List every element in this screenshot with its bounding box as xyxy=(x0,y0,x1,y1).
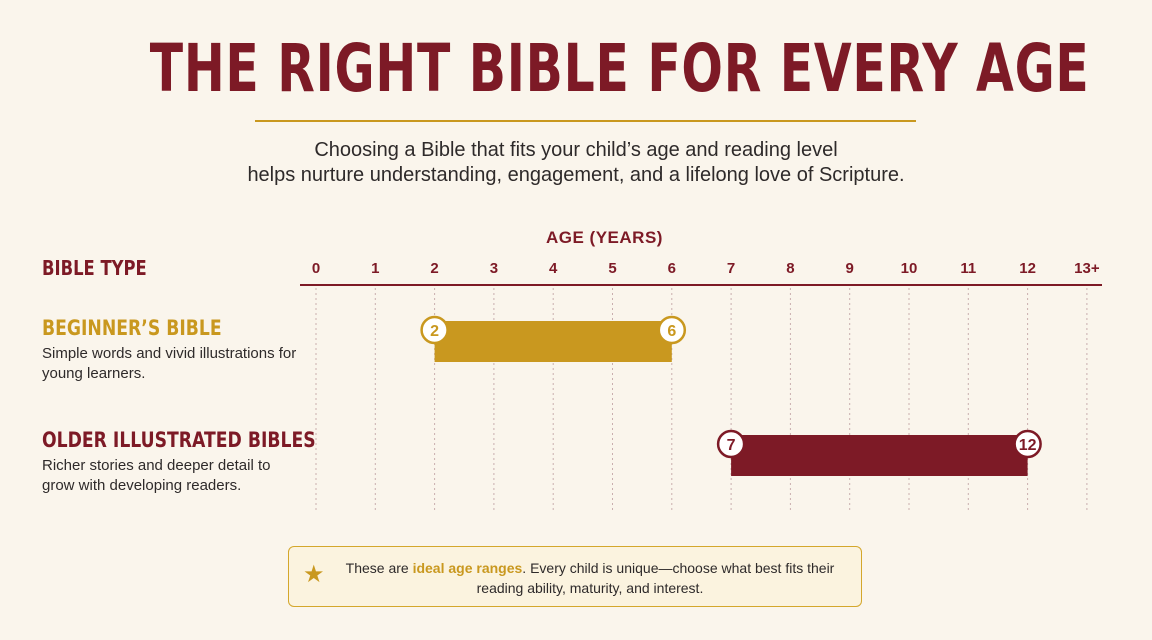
row-description: Richer stories and deeper detail to grow… xyxy=(42,457,271,494)
x-tick-label: 13+ xyxy=(1074,260,1100,277)
x-tick-label: 3 xyxy=(490,260,498,277)
x-tick-label: 10 xyxy=(901,260,918,277)
x-tick-label: 7 xyxy=(727,260,735,277)
row-name: BEGINNER’S BIBLE xyxy=(42,316,222,340)
x-tick-label: 2 xyxy=(430,260,438,277)
x-tick-label: 8 xyxy=(786,260,794,277)
row-description: Simple words and vivid illustrations for… xyxy=(42,345,297,382)
x-axis-title: AGE (YEARS) xyxy=(546,228,663,247)
row-label: OLDER ILLUSTRATED BIBLES Richer stories a… xyxy=(42,428,376,496)
note-text-pre: These are xyxy=(345,560,413,576)
note-text: These are ideal age ranges. Every child … xyxy=(329,558,851,598)
x-tick-label: 9 xyxy=(846,260,854,277)
note-highlight: ideal age ranges xyxy=(412,560,523,576)
x-tick-label: 0 xyxy=(312,260,320,277)
age-range-chart: 0 1 2 3 4 5 6 7 8 9 10 11 12 13+2 67 12 xyxy=(300,260,1102,512)
x-tick-label: 4 xyxy=(549,260,558,277)
x-tick-label: 1 xyxy=(371,260,379,277)
y-axis-title: BIBLE TYPE xyxy=(42,256,147,280)
note-box: ★ These are ideal age ranges. Every chil… xyxy=(288,546,862,607)
x-tick-label: 11 xyxy=(960,260,976,277)
range-endpoint-label: 7 xyxy=(727,437,736,454)
subtitle: Choosing a Bible that fits your child’s … xyxy=(0,138,1152,188)
range-endpoint-marker xyxy=(716,429,746,459)
range-bar xyxy=(434,321,672,362)
range-endpoint-label: 6 xyxy=(667,323,676,340)
page-title: THE RIGHT BIBLE FOR EVERY AGE xyxy=(149,30,1090,107)
note-text-post: . Every child is unique—choose what best… xyxy=(476,560,835,596)
range-endpoint-marker xyxy=(657,315,687,345)
range-endpoint-marker xyxy=(420,315,449,345)
range-endpoint-marker xyxy=(1013,429,1042,459)
range-endpoint-label: 2 xyxy=(430,323,439,340)
subtitle-line-2: helps nurture understanding, engagement,… xyxy=(247,164,905,186)
star-icon: ★ xyxy=(303,561,325,588)
row-name: OLDER ILLUSTRATED BIBLES xyxy=(42,428,316,452)
subtitle-line-1: Choosing a Bible that fits your child’s … xyxy=(314,139,838,161)
x-tick-label: 5 xyxy=(608,260,616,277)
x-tick-label: 6 xyxy=(668,260,676,277)
range-endpoint-label: 12 xyxy=(1019,437,1037,454)
title-divider xyxy=(255,120,916,122)
row-label: BEGINNER’S BIBLE Simple words and vivid i… xyxy=(42,316,302,384)
range-bar xyxy=(731,435,1028,476)
x-tick-label: 12 xyxy=(1019,260,1036,277)
